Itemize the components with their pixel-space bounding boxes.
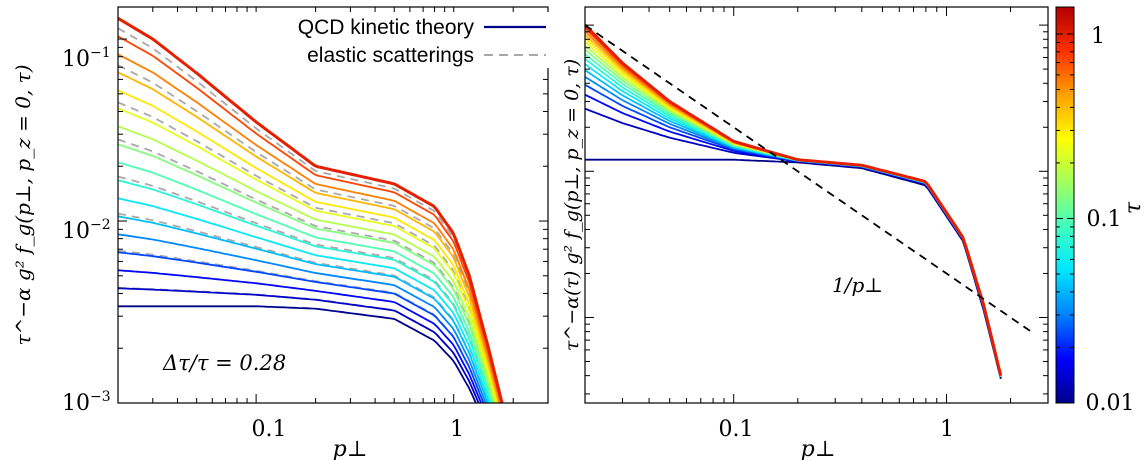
elastic-curve xyxy=(118,101,498,403)
delta-tau-annotation: Δτ/τ = 0.28 xyxy=(162,351,286,375)
qcd-curve xyxy=(118,125,497,403)
qcd-curve xyxy=(585,158,1002,380)
power-law-annotation: 1/p⊥ xyxy=(832,273,883,297)
colorbar-tick-label: 1 xyxy=(1091,24,1105,49)
left-panel: 10−1 10−2 10−3 0.1 1 p⊥ τ^−α g² f_g(p⊥, … xyxy=(11,6,556,460)
right-xtick-label: 0.1 xyxy=(719,417,754,442)
left-ticks xyxy=(117,7,549,404)
right-xtick-label: 1 xyxy=(940,417,954,442)
right-x-axis-label: p⊥ xyxy=(801,437,836,460)
right-y-axis-label: τ^−α(τ) g² f_g(p⊥, p_z = 0, τ) xyxy=(561,59,583,351)
legend-background xyxy=(236,12,556,68)
qcd-curve xyxy=(118,143,495,403)
qcd-curve xyxy=(118,179,492,403)
left-ytick-label: 10−1 xyxy=(62,45,111,72)
ytick-base: 10 xyxy=(62,47,90,72)
left-plot-frame xyxy=(117,6,549,404)
qcd-curve xyxy=(118,215,489,403)
colorbar-label: τ xyxy=(1121,201,1146,214)
legend-label-elastic: elastic scatterings xyxy=(307,44,474,67)
right-panel: 0.1 1 p⊥ τ^−α(τ) g² f_g(p⊥, p_z = 0, τ) … xyxy=(561,6,1049,460)
left-ytick-label: 10−3 xyxy=(62,389,111,416)
colorbar: 0.01 0.1 1 τ xyxy=(1055,6,1146,416)
qcd-curve xyxy=(118,269,483,403)
colorbar-gradient xyxy=(1055,6,1075,404)
qcd-curve xyxy=(118,35,502,403)
qcd-curve xyxy=(118,287,480,403)
qcd-curve xyxy=(118,89,499,403)
legend: QCD kinetic theory elastic scatterings xyxy=(236,12,556,68)
ytick-exp: −2 xyxy=(90,217,111,233)
qcd-curve xyxy=(585,58,1002,377)
qcd-curve xyxy=(585,93,1002,378)
colorbar-tick-label: 0.1 xyxy=(1087,207,1122,232)
left-x-axis-label: p⊥ xyxy=(333,437,368,460)
power-law-line xyxy=(585,24,1032,333)
right-ticks xyxy=(584,7,1049,403)
legend-label-qcd: QCD kinetic theory xyxy=(298,16,475,39)
ytick-exp: −1 xyxy=(90,45,111,61)
qcd-curve xyxy=(585,48,1002,377)
qcd-curve xyxy=(585,84,1002,378)
left-xtick-label: 0.1 xyxy=(252,417,287,442)
qcd-curve xyxy=(585,41,1002,377)
ytick-exp: −3 xyxy=(90,389,111,405)
left-ytick-label: 10−2 xyxy=(62,217,111,244)
elastic-curve xyxy=(118,27,503,403)
right-curves xyxy=(585,24,1032,380)
qcd-curve xyxy=(118,197,491,403)
qcd-curve xyxy=(118,107,498,403)
qcd-curve xyxy=(585,24,1003,377)
qcd-curve xyxy=(585,69,1002,377)
qcd-curve xyxy=(118,53,501,403)
elastic-curve xyxy=(118,175,493,403)
elastic-curve xyxy=(118,64,501,403)
right-plot-frame xyxy=(584,6,1049,404)
left-curves xyxy=(118,17,504,403)
qcd-curve xyxy=(585,107,1002,378)
qcd-curve xyxy=(118,161,494,403)
left-y-axis-label: τ^−α g² f_g(p⊥, p_z = 0, τ) xyxy=(11,64,35,345)
colorbar-ticks xyxy=(1056,33,1074,404)
colorbar-tick-label: 0.01 xyxy=(1086,391,1135,416)
left-xtick-label: 1 xyxy=(450,417,464,442)
qcd-curve xyxy=(585,44,1002,377)
qcd-curve xyxy=(585,63,1002,377)
ytick-base: 10 xyxy=(62,219,90,244)
qcd-curve xyxy=(118,233,487,403)
elastic-curve xyxy=(118,138,496,403)
qcd-curve xyxy=(118,251,485,403)
qcd-curve xyxy=(118,17,504,403)
qcd-curve xyxy=(118,305,477,403)
ytick-base: 10 xyxy=(62,391,90,416)
qcd-curve xyxy=(118,71,500,403)
